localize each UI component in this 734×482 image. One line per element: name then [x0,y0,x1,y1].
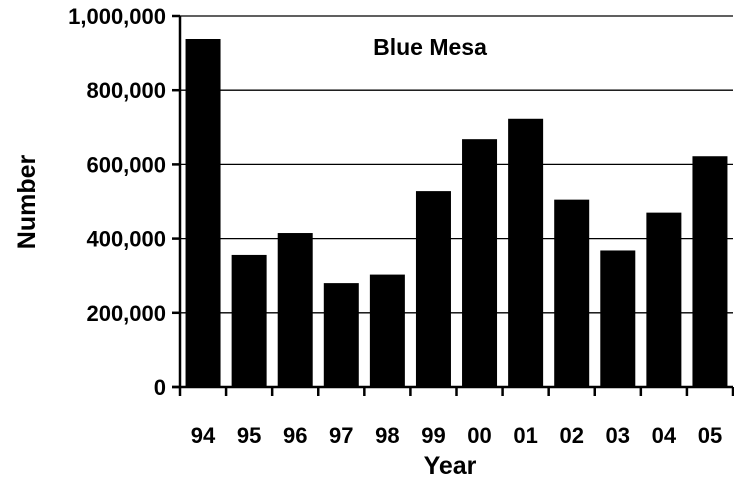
bar-96 [277,233,313,387]
x-tick-label-03: 03 [606,423,630,448]
bar-95 [231,254,267,387]
bar-01 [508,118,544,387]
bars [185,39,728,387]
x-tick-label-95: 95 [237,423,261,448]
bar-97 [323,283,359,387]
x-axis-title: Year [424,452,477,480]
x-tick-label-01: 01 [513,423,537,448]
x-tick-label-98: 98 [375,423,399,448]
chart-title: Blue Mesa [373,34,487,60]
x-tick-label-96: 96 [283,423,307,448]
x-tick-label-04: 04 [652,423,677,448]
y-tick-label-0: 0 [154,375,166,400]
y-tick-label-2: 400,000 [86,227,166,252]
y-tick-label-4: 800,000 [86,78,166,103]
x-tick-label-02: 02 [559,423,583,448]
x-tick-label-00: 00 [467,423,491,448]
y-tick-label-5: 1,000,000 [68,4,166,29]
x-tick-label-05: 05 [698,423,722,448]
bar-05 [692,156,728,387]
y-tick-labels: 0 200,000 400,000 600,000 800,000 1,000,000 [68,4,166,400]
bar-94 [185,39,221,387]
bar-04 [646,212,682,387]
x-tick-label-99: 99 [421,423,445,448]
grid-lines [180,15,733,314]
y-tick-label-3: 600,000 [86,152,166,177]
bar-00 [462,139,498,387]
bar-99 [415,191,451,387]
x-tick-labels: 94 95 96 97 98 99 00 01 02 03 04 05 [191,423,722,448]
y-axis-title: Number [13,155,41,250]
bar-02 [554,199,590,387]
x-tick-label-97: 97 [329,423,353,448]
y-tick-label-1: 200,000 [86,301,166,326]
x-tick-label-94: 94 [191,423,216,448]
bar-03 [600,250,636,387]
bar-98 [369,274,405,387]
axes [172,14,734,396]
